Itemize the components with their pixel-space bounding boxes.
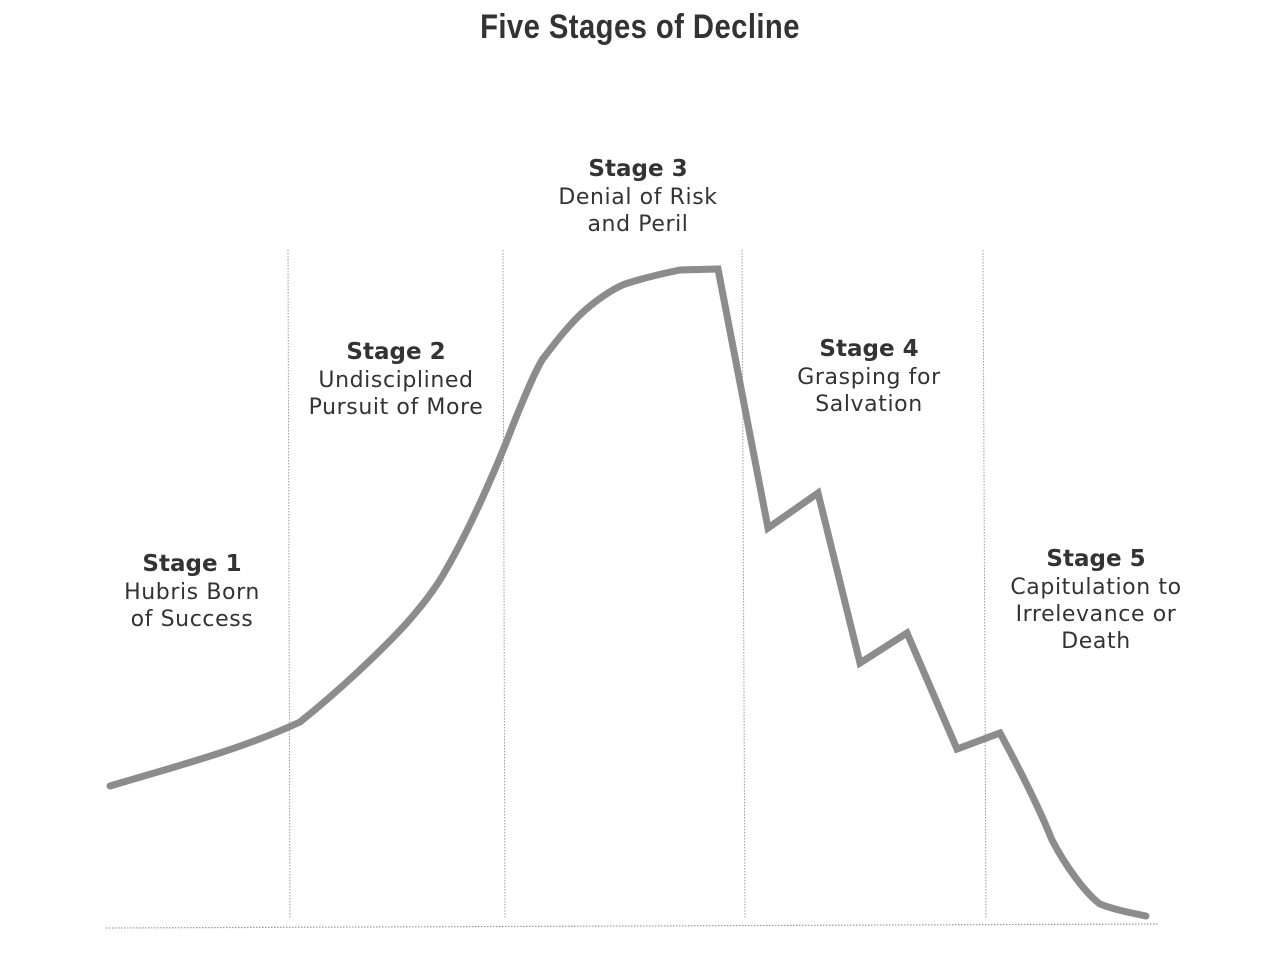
stage-2-label: Stage 2 Undisciplined Pursuit of More [280,337,512,421]
stage-divider-1-2 [287,249,291,919]
stage-4-description: Grasping for Salvation [797,365,941,417]
stage-2-description: Undisciplined Pursuit of More [308,368,484,420]
decline-curve [106,265,1150,920]
stage-3-description: Denial of Risk and Peril [558,185,718,237]
stage-divider-3-4 [741,249,746,919]
baseline [105,923,1159,929]
diagram-title: Five Stages of Decline [480,8,800,46]
stage-1-description: Hubris Born of Success [124,580,260,632]
stage-5-description: Capitulation to Irrelevance or Death [1010,575,1182,654]
stage-divider-2-3 [502,249,506,919]
stage-5-label: Stage 5 Capitulation to Irrelevance or D… [990,544,1202,655]
stage-divider-4-5 [982,249,987,919]
stage-2-name: Stage 2 [346,339,446,365]
stage-1-name: Stage 1 [142,551,242,577]
stage-1-label: Stage 1 Hubris Born of Success [92,549,292,633]
stage-3-label: Stage 3 Denial of Risk and Peril [520,154,756,238]
stage-4-label: Stage 4 Grasping for Salvation [760,334,978,418]
stage-4-name: Stage 4 [819,336,919,362]
stage-5-name: Stage 5 [1046,546,1146,572]
stage-3-name: Stage 3 [588,156,688,182]
